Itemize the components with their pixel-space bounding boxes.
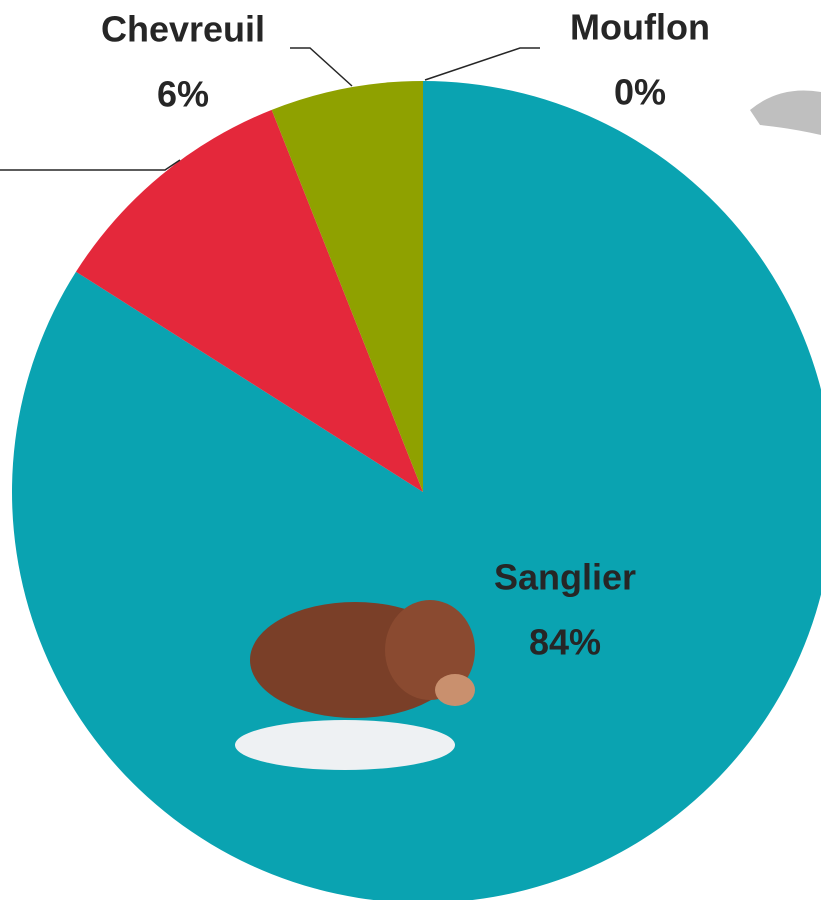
pie [12, 81, 821, 900]
slice-value: 6% [157, 74, 209, 115]
slice-value: 0% [614, 72, 666, 113]
slice-value: 84% [529, 622, 601, 663]
slice-label: Mouflon [570, 7, 710, 48]
chart: Sanglier 84% Chevreuil 6% Mouflon 0% [0, 0, 821, 900]
slice-label: Sanglier [494, 557, 636, 598]
slice-label: Chevreuil [101, 9, 265, 50]
